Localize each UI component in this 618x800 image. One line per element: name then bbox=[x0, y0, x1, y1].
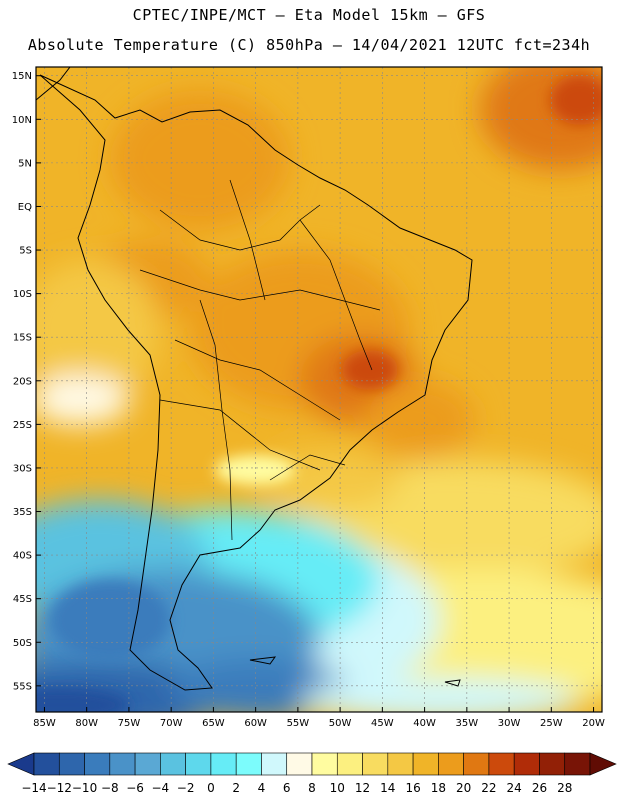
colorbar-swatch bbox=[539, 752, 566, 776]
colorbar-label: 8 bbox=[308, 781, 316, 795]
colorbar-label: 24 bbox=[507, 781, 522, 795]
colorbar-swatch bbox=[311, 752, 338, 776]
colorbar-label: 20 bbox=[456, 781, 471, 795]
lon-tick-label: 30W bbox=[498, 718, 521, 729]
colorbar-label: −12 bbox=[47, 781, 72, 795]
colorbar-swatch bbox=[58, 752, 85, 776]
map-frame bbox=[35, 66, 603, 713]
lat-lon-grid bbox=[36, 67, 602, 712]
colorbar-swatch bbox=[463, 752, 490, 776]
lon-tick-label: 65W bbox=[202, 718, 225, 729]
lat-tick-label: 35S bbox=[13, 507, 32, 518]
lat-tick-label: 5S bbox=[19, 246, 32, 257]
lat-tick-label: 15S bbox=[13, 333, 32, 344]
colorbar-over-triangle bbox=[589, 752, 617, 776]
lat-tick-label: 20S bbox=[13, 376, 32, 387]
colorbar-swatch bbox=[109, 752, 136, 776]
country-borders bbox=[139, 179, 381, 541]
colorbar-swatch bbox=[235, 752, 262, 776]
colorbar-label: 12 bbox=[355, 781, 370, 795]
lon-tick-label: 20W bbox=[582, 718, 605, 729]
colorbar-under-triangle bbox=[7, 752, 35, 776]
colorbar-swatch bbox=[513, 752, 540, 776]
colorbar-label: −10 bbox=[72, 781, 97, 795]
lat-tick-label: 10N bbox=[12, 115, 32, 126]
lon-tick-label: 25W bbox=[540, 718, 563, 729]
colorbar-label: 16 bbox=[405, 781, 420, 795]
colorbar-swatch bbox=[387, 752, 414, 776]
colorbar-swatch bbox=[286, 752, 313, 776]
colorbar-label: −2 bbox=[177, 781, 195, 795]
lon-tick-label: 50W bbox=[329, 718, 352, 729]
colorbar-label: 26 bbox=[532, 781, 547, 795]
colorbar-swatch bbox=[362, 752, 389, 776]
colorbar-label: 22 bbox=[481, 781, 496, 795]
lon-tick-label: 70W bbox=[160, 718, 183, 729]
lat-tick-label: 15N bbox=[12, 71, 32, 82]
colorbar-label: 6 bbox=[283, 781, 291, 795]
lat-tick-label: 25S bbox=[13, 420, 32, 431]
lat-tick-label: 50S bbox=[13, 638, 32, 649]
lat-tick-label: 55S bbox=[13, 681, 32, 692]
lon-tick-label: 80W bbox=[75, 718, 98, 729]
colorbar-swatch bbox=[564, 752, 591, 776]
map-title-producer: CPTEC/INPE/MCT – Eta Model 15km – GFS bbox=[132, 6, 486, 24]
lon-tick-label: 55W bbox=[287, 718, 310, 729]
colorbar-label: 2 bbox=[232, 781, 240, 795]
longitude-axis: 85W 80W 75W 70W 65W 60W 55W 50W 45W 40W 35W 30W 25W 2… bbox=[33, 707, 605, 729]
lon-tick-label: 75W bbox=[118, 718, 141, 729]
lat-tick-label: 45S bbox=[13, 594, 32, 605]
colorbar-swatch bbox=[438, 752, 464, 776]
lat-tick-label: EQ bbox=[18, 202, 32, 213]
colorbar-label: 0 bbox=[207, 781, 215, 795]
lat-tick-label: 10S bbox=[13, 289, 32, 300]
colorbar-label: −4 bbox=[152, 781, 170, 795]
colorbar-label: 14 bbox=[380, 781, 395, 795]
colorbar-label: −14 bbox=[21, 781, 46, 795]
lon-tick-label: 35W bbox=[456, 718, 479, 729]
latitude-axis: 15N 10N 5N EQ 5S 10S 15S 20S 25S 30S 35S 40S 45S 50S 5… bbox=[12, 71, 41, 692]
colorbar-label: −8 bbox=[101, 781, 119, 795]
lat-tick-label: 30S bbox=[13, 463, 32, 474]
colorbar-swatch bbox=[412, 752, 439, 776]
colorbar-label: 28 bbox=[557, 781, 572, 795]
lon-tick-label: 85W bbox=[33, 718, 56, 729]
map-title-variable: Absolute Temperature (C) 850hPa – 14/04/… bbox=[27, 36, 591, 54]
colorbar-label: 18 bbox=[431, 781, 446, 795]
lon-tick-label: 60W bbox=[244, 718, 267, 729]
colorbar-swatch bbox=[33, 752, 60, 776]
lon-tick-label: 40W bbox=[413, 718, 436, 729]
lon-tick-label: 45W bbox=[371, 718, 394, 729]
colorbar-swatch bbox=[160, 752, 186, 776]
temperature-field bbox=[36, 67, 602, 712]
colorbar-swatch bbox=[210, 752, 237, 776]
colorbar-label: −6 bbox=[126, 781, 144, 795]
colorbar-swatch bbox=[488, 752, 515, 776]
colorbar-swatch bbox=[261, 752, 288, 776]
colorbar-swatch bbox=[134, 752, 161, 776]
colorbar-swatch bbox=[336, 752, 363, 776]
coastline bbox=[36, 67, 473, 691]
colorbar-swatch bbox=[84, 752, 111, 776]
colorbar-label: 10 bbox=[330, 781, 345, 795]
colorbar-label: 4 bbox=[258, 781, 266, 795]
lat-tick-label: 5N bbox=[18, 158, 32, 169]
lat-tick-label: 40S bbox=[13, 551, 32, 562]
colorbar-swatch bbox=[185, 752, 212, 776]
